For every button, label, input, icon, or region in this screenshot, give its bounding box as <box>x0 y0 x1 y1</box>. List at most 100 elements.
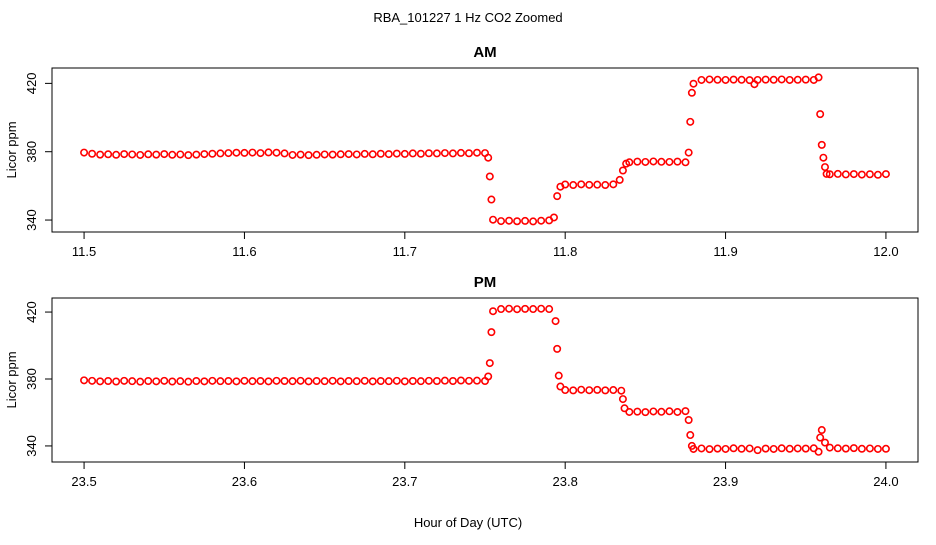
data-point <box>822 169 831 178</box>
data-point <box>384 150 393 159</box>
x-tick-label: 11.8 <box>553 244 577 259</box>
data-point <box>184 151 193 160</box>
data-point <box>761 75 770 84</box>
data-point <box>569 181 578 190</box>
data-point <box>192 150 201 159</box>
panel-title: PM <box>474 274 497 291</box>
data-point <box>192 377 201 386</box>
data-point <box>649 157 658 166</box>
data-point <box>521 216 530 225</box>
data-point <box>320 377 329 386</box>
data-point <box>665 407 674 416</box>
data-point <box>609 386 618 395</box>
data-point <box>368 377 377 386</box>
y-axis-label: Licor ppm <box>4 351 19 408</box>
data-point <box>705 445 714 454</box>
x-tick-label: 12.0 <box>873 244 898 259</box>
data-point <box>352 377 361 386</box>
data-point <box>625 407 634 416</box>
data-point <box>769 75 778 84</box>
x-tick-label: 11.5 <box>72 244 96 259</box>
data-point <box>136 377 145 386</box>
data-point <box>240 148 249 157</box>
y-tick-label: 340 <box>24 435 39 457</box>
data-point <box>593 385 602 394</box>
data-point <box>729 75 738 84</box>
data-point <box>816 433 825 442</box>
data-point <box>620 404 629 413</box>
data-point <box>424 376 433 385</box>
data-point <box>104 150 113 159</box>
data-point <box>625 158 634 167</box>
data-point <box>697 75 706 84</box>
data-point <box>561 386 570 395</box>
data-point <box>849 444 858 453</box>
data-point <box>376 149 385 158</box>
data-point <box>152 150 161 159</box>
data-point <box>737 75 746 84</box>
x-axis-label: Hour of Day (UTC) <box>414 515 522 530</box>
data-point <box>513 217 522 226</box>
data-point <box>424 149 433 158</box>
y-tick-label: 340 <box>24 209 39 231</box>
data-point <box>248 377 257 386</box>
y-tick-label: 380 <box>24 141 39 163</box>
data-point <box>264 148 273 157</box>
data-point <box>240 376 249 385</box>
data-point <box>687 88 696 97</box>
x-tick-label: 23.6 <box>232 474 257 489</box>
data-point <box>256 149 265 158</box>
data-point <box>549 213 558 222</box>
data-point <box>615 175 624 184</box>
data-point <box>577 385 586 394</box>
data-point <box>684 415 693 424</box>
data-point <box>472 376 481 385</box>
data-point <box>360 149 369 158</box>
data-point <box>684 148 693 157</box>
data-point <box>785 444 794 453</box>
data-point <box>484 372 493 381</box>
data-point <box>849 170 858 179</box>
data-point <box>400 377 409 386</box>
data-point <box>408 149 417 158</box>
data-point <box>168 150 177 159</box>
y-axis-label: Licor ppm <box>4 121 19 178</box>
x-tick-label: 11.7 <box>393 244 417 259</box>
data-point <box>112 150 121 159</box>
data-point <box>120 376 129 385</box>
data-point <box>513 305 522 314</box>
data-point <box>497 217 506 226</box>
data-point <box>521 304 530 313</box>
data-point <box>737 444 746 453</box>
data-point <box>368 150 377 159</box>
data-point <box>673 157 682 166</box>
data-point <box>814 73 823 82</box>
data-point <box>873 170 882 179</box>
data-point <box>360 376 369 385</box>
x-tick-label: 11.9 <box>713 244 737 259</box>
data-point <box>537 304 546 313</box>
data-point <box>697 444 706 453</box>
data-point <box>224 149 233 158</box>
data-point <box>833 444 842 453</box>
data-point <box>104 377 113 386</box>
data-point <box>432 377 441 386</box>
y-tick-label: 380 <box>24 368 39 390</box>
data-point <box>657 407 666 416</box>
data-point <box>618 395 627 404</box>
data-point <box>865 170 874 179</box>
data-point <box>384 377 393 386</box>
data-point <box>657 157 666 166</box>
data-point <box>280 149 289 158</box>
data-point <box>440 376 449 385</box>
data-point <box>649 407 658 416</box>
data-point <box>487 328 496 337</box>
data-point <box>801 75 810 84</box>
data-point <box>88 149 97 158</box>
data-point <box>545 305 554 314</box>
data-point <box>617 386 626 395</box>
data-point <box>296 376 305 385</box>
data-point <box>288 377 297 386</box>
data-point <box>304 377 313 386</box>
data-point <box>753 75 762 84</box>
